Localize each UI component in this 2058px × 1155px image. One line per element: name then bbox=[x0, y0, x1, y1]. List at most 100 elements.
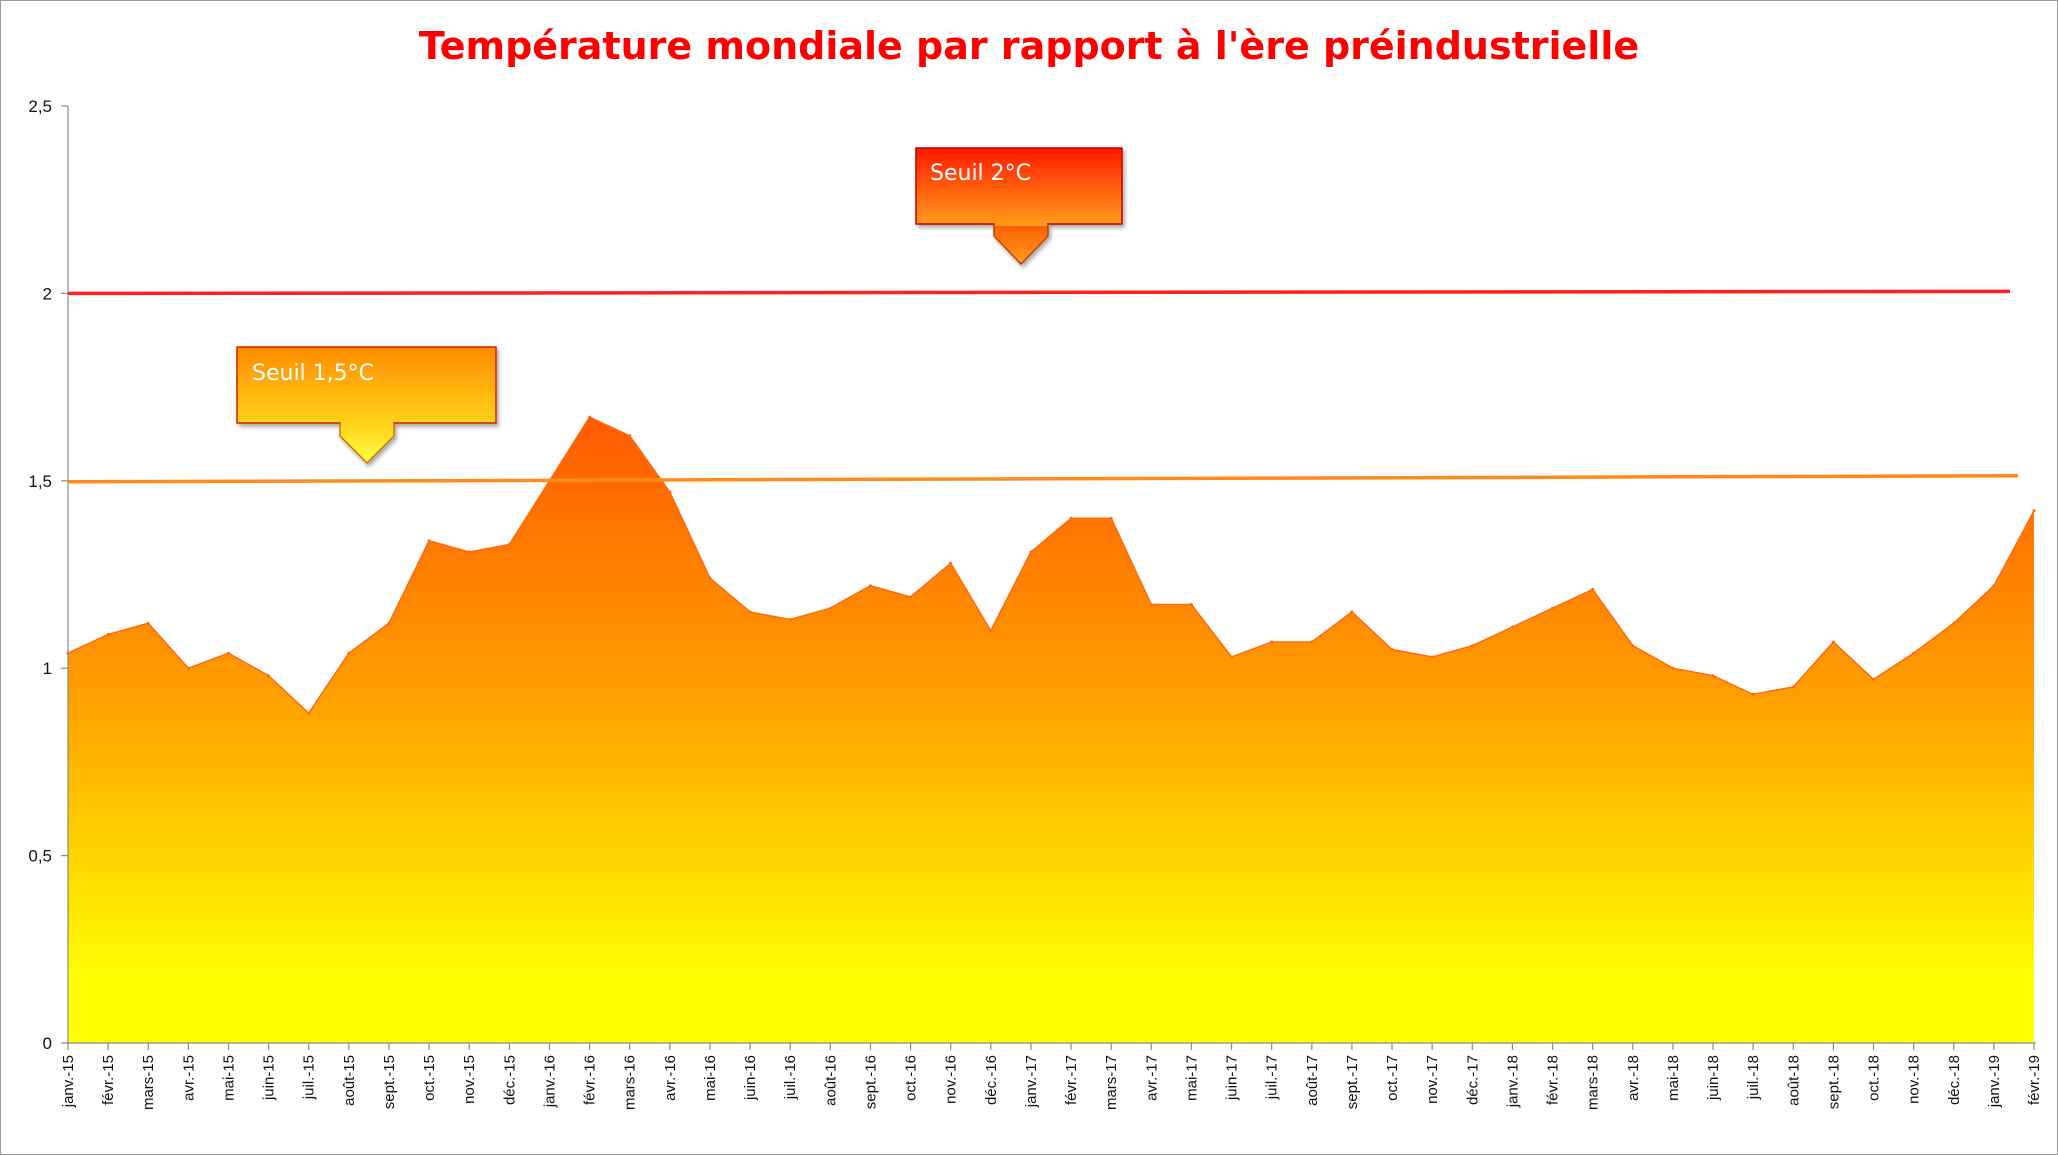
data-point bbox=[427, 539, 431, 543]
threshold-15-callout bbox=[236, 346, 497, 465]
data-point bbox=[146, 621, 150, 625]
data-point bbox=[1029, 550, 1033, 554]
x-tick-label: juil.-15 bbox=[301, 1055, 318, 1100]
x-tick-label: mai-17 bbox=[1183, 1055, 1200, 1101]
x-tick-label: juin-15 bbox=[261, 1055, 278, 1101]
y-tick-label: 2,5 bbox=[28, 97, 52, 116]
data-point bbox=[1270, 640, 1274, 644]
x-tick-label: juin-17 bbox=[1224, 1055, 1241, 1101]
x-tick-label: janv.-17 bbox=[1023, 1055, 1040, 1108]
x-tick-label: nov.-16 bbox=[943, 1055, 960, 1104]
data-point bbox=[507, 543, 511, 546]
x-tick-label: déc.-16 bbox=[983, 1055, 1000, 1105]
x-tick-label: févr.-19 bbox=[2026, 1055, 2043, 1105]
data-point bbox=[668, 490, 672, 494]
data-point bbox=[1109, 516, 1113, 520]
x-tick-label: sept.-15 bbox=[381, 1055, 398, 1109]
data-point bbox=[1711, 674, 1715, 678]
data-point bbox=[1831, 640, 1835, 644]
data-point bbox=[1430, 655, 1434, 659]
x-tick-label: avr.-16 bbox=[662, 1055, 679, 1101]
threshold-15-line bbox=[67, 474, 2019, 484]
x-tick-label: oct.-18 bbox=[1866, 1055, 1883, 1101]
data-point bbox=[1912, 651, 1916, 655]
x-tick-label: août-16 bbox=[822, 1055, 839, 1106]
temperature-area bbox=[68, 417, 2034, 1044]
x-tick-label: juil.-16 bbox=[782, 1055, 799, 1100]
x-tick-label: avr.-15 bbox=[180, 1055, 197, 1101]
data-point bbox=[2032, 509, 2036, 513]
x-tick-label: juin-16 bbox=[742, 1055, 759, 1101]
x-tick-label: déc.-15 bbox=[501, 1055, 518, 1105]
threshold-15-callout-box bbox=[236, 346, 497, 424]
x-tick-label: nov.-17 bbox=[1424, 1055, 1441, 1104]
x-tick-label: juin-18 bbox=[1705, 1055, 1722, 1101]
data-point bbox=[106, 633, 110, 636]
x-tick-label: déc.-17 bbox=[1464, 1055, 1481, 1105]
y-tick-label: 0,5 bbox=[28, 847, 52, 866]
chart-title: Température mondiale par rapport à l'ère… bbox=[418, 24, 1640, 68]
x-tick-label: mai-16 bbox=[702, 1055, 719, 1101]
x-tick-label: mars-17 bbox=[1103, 1055, 1120, 1110]
data-point bbox=[467, 550, 471, 554]
data-point bbox=[588, 415, 592, 419]
threshold-2-callout bbox=[915, 147, 1123, 266]
data-point bbox=[748, 610, 752, 614]
data-point bbox=[1350, 610, 1354, 614]
y-tick-label: 0 bbox=[43, 1034, 52, 1053]
data-point bbox=[868, 584, 872, 588]
x-tick-label: janv.-19 bbox=[1986, 1055, 2003, 1108]
data-point bbox=[186, 666, 190, 670]
data-point bbox=[1069, 516, 1073, 520]
x-tick-label: sept.-18 bbox=[1825, 1055, 1842, 1109]
data-point bbox=[1510, 625, 1514, 629]
data-point bbox=[1470, 644, 1474, 648]
data-point bbox=[828, 606, 832, 610]
data-point bbox=[1992, 584, 1996, 588]
threshold-2-callout-box bbox=[915, 147, 1123, 225]
x-tick-label: févr.-17 bbox=[1063, 1055, 1080, 1105]
x-tick-label: nov.-18 bbox=[1906, 1055, 1923, 1104]
x-tick-label: août-18 bbox=[1785, 1055, 1802, 1106]
data-point bbox=[628, 434, 632, 438]
data-point bbox=[1310, 640, 1314, 644]
data-point bbox=[788, 618, 792, 621]
threshold-15-callout-arrow bbox=[339, 423, 395, 465]
data-point bbox=[1189, 603, 1193, 606]
data-point bbox=[227, 651, 230, 655]
x-tick-label: mai-15 bbox=[220, 1055, 237, 1101]
data-point bbox=[1390, 648, 1394, 651]
data-point bbox=[1751, 692, 1755, 696]
data-point bbox=[307, 711, 311, 715]
threshold-2-label: Seuil 2°C bbox=[930, 161, 1032, 186]
data-point bbox=[1952, 621, 1956, 625]
data-point bbox=[1149, 603, 1153, 606]
data-point bbox=[708, 576, 712, 580]
x-tick-label: janv.-18 bbox=[1504, 1055, 1521, 1108]
y-tick-label: 1,5 bbox=[28, 472, 52, 491]
data-point bbox=[1671, 666, 1675, 670]
data-point bbox=[387, 621, 391, 625]
x-tick-label: mai-18 bbox=[1665, 1055, 1682, 1101]
threshold-15-label: Seuil 1,5°C bbox=[252, 361, 375, 386]
x-tick-label: févr.-16 bbox=[582, 1055, 599, 1105]
x-tick-label: oct.-17 bbox=[1384, 1055, 1401, 1101]
x-tick-label: févr.-18 bbox=[1545, 1055, 1562, 1105]
data-point bbox=[1791, 685, 1795, 689]
x-tick-label: oct.-16 bbox=[903, 1055, 920, 1101]
x-tick-label: mars-15 bbox=[140, 1055, 157, 1110]
data-point bbox=[1230, 655, 1234, 659]
x-tick-label: mars-18 bbox=[1585, 1055, 1602, 1110]
x-tick-label: août-15 bbox=[341, 1055, 358, 1106]
x-tick-label: févr.-15 bbox=[100, 1055, 117, 1105]
data-point bbox=[1631, 644, 1635, 648]
x-tick-label: mars-16 bbox=[622, 1055, 639, 1110]
y-tick-label: 2 bbox=[43, 284, 52, 303]
data-point bbox=[347, 651, 351, 655]
data-point bbox=[909, 595, 913, 599]
x-tick-label: nov.-15 bbox=[461, 1055, 478, 1104]
temperature-line bbox=[67, 416, 2035, 715]
data-point bbox=[267, 674, 271, 678]
x-tick-label: janv.-15 bbox=[60, 1055, 77, 1108]
